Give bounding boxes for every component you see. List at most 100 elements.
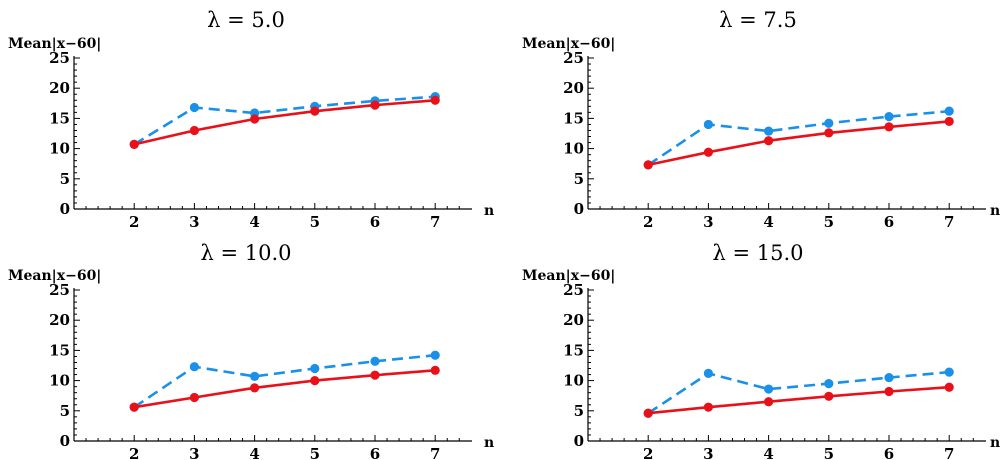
y-tick-label: 15: [563, 109, 584, 127]
data-point-dashed: [703, 119, 714, 130]
x-tick-label: 5: [824, 213, 834, 231]
data-point-solid: [884, 122, 894, 132]
chart-panel-1: λ = 5.0 Mean|x−60| n 0 5 10 15 20 25 2 3 4 5 6 7: [8, 8, 494, 231]
x-tick-label: 6: [884, 213, 894, 231]
chart-panel-4: λ = 15.0 Mean|x−60| n 0 5 10 15 20 25 2 3 4 5 6 7: [522, 241, 1000, 460]
data-point-solid: [884, 386, 894, 397]
data-point-dashed: [430, 350, 440, 360]
y-tick-label: 5: [60, 402, 70, 420]
y-tick-label: 0: [574, 432, 584, 450]
data-point-solid: [824, 128, 834, 138]
x-axis-label: n: [484, 435, 494, 451]
series-line-dashed: [647, 109, 950, 166]
data-point-dashed: [370, 356, 380, 366]
x-tick-label: 4: [763, 213, 773, 231]
data-point-solid: [189, 125, 199, 136]
series-line-dashed: [133, 95, 436, 146]
data-point-solid: [643, 160, 653, 170]
series-line-solid: [647, 120, 950, 167]
x-tick-label: 6: [370, 445, 380, 460]
y-tick-label: 20: [563, 79, 584, 97]
data-point-solid: [189, 392, 199, 403]
x-tick-label: 4: [249, 213, 259, 231]
data-point-dashed: [189, 362, 199, 372]
data-point-solid: [430, 365, 440, 375]
data-point-dashed: [944, 106, 954, 116]
data-point-solid: [129, 402, 139, 412]
y-axis-label: Mean|x−60|: [522, 36, 615, 52]
chart-panel-3: λ = 10.0 Mean|x−60| n 0 5 10 15 20 25 2 3 4 5 6 7: [8, 241, 494, 460]
y-tick-label: 0: [60, 432, 70, 450]
y-tick-label: 5: [60, 170, 70, 188]
x-tick-label: 4: [249, 445, 259, 460]
data-point-dashed: [944, 367, 954, 377]
y-tick-label: 10: [563, 140, 584, 158]
y-tick-label: 20: [49, 79, 70, 97]
y-tick-label: 25: [563, 281, 584, 299]
chart-panel-2: λ = 7.5 Mean|x−60| n 0 5 10 15 20 25 2 3 4 5 6 7: [522, 8, 1000, 231]
data-point-solid: [944, 116, 954, 127]
y-tick-label: 10: [563, 372, 584, 390]
x-tick-label: 3: [703, 445, 713, 460]
y-tick-label: 5: [574, 170, 584, 188]
x-tick-label: 7: [944, 213, 954, 231]
chart-title: λ = 15.0: [712, 241, 803, 265]
x-tick-label: 2: [643, 445, 653, 460]
data-point-solid: [430, 95, 440, 105]
y-tick-label: 0: [574, 200, 584, 218]
data-point-solid: [250, 383, 260, 393]
y-tick-label: 0: [60, 200, 70, 218]
data-point-dashed: [189, 102, 199, 113]
chart-title: λ = 7.5: [719, 8, 797, 32]
x-tick-label: 2: [129, 445, 139, 460]
y-axis-label: Mean|x−60|: [8, 268, 101, 284]
y-tick-label: 15: [49, 341, 70, 359]
x-tick-label: 2: [129, 213, 139, 231]
x-axis-label: n: [990, 203, 1000, 219]
data-point-dashed: [884, 111, 894, 122]
x-tick-label: 3: [189, 213, 199, 231]
data-point-dashed: [824, 379, 834, 389]
data-point-dashed: [764, 384, 774, 394]
series-line-dashed: [647, 370, 950, 415]
data-point-dashed: [310, 363, 320, 374]
y-tick-label: 20: [49, 311, 70, 329]
y-tick-label: 10: [49, 140, 70, 158]
data-point-solid: [129, 139, 139, 149]
y-tick-label: 15: [563, 341, 584, 359]
y-tick-label: 20: [563, 311, 584, 329]
data-point-solid: [370, 370, 380, 380]
y-axis-label: Mean|x−60|: [522, 268, 615, 284]
chart-title: λ = 5.0: [207, 8, 285, 32]
x-tick-label: 3: [189, 445, 199, 460]
data-point-solid: [703, 147, 714, 157]
x-tick-label: 7: [430, 213, 440, 231]
series-line-solid: [648, 385, 950, 415]
data-point-solid: [310, 106, 320, 116]
data-point-solid: [250, 114, 260, 124]
x-tick-label: 3: [703, 213, 713, 231]
x-tick-label: 5: [310, 213, 320, 231]
data-point-solid: [643, 408, 653, 418]
series-line-solid: [133, 369, 436, 409]
x-tick-label: 7: [944, 445, 954, 460]
data-point-dashed: [703, 368, 714, 378]
x-axis-label: n: [990, 435, 1000, 451]
x-tick-label: 5: [310, 445, 320, 460]
x-axis-label: n: [484, 203, 494, 219]
series-line-solid: [133, 99, 436, 146]
data-point-solid: [824, 391, 834, 401]
y-tick-label: 15: [49, 109, 70, 127]
data-point-solid: [764, 397, 774, 407]
x-tick-label: 5: [824, 445, 834, 460]
data-point-solid: [944, 382, 954, 392]
data-point-solid: [764, 136, 774, 146]
data-point-solid: [310, 376, 320, 386]
x-tick-label: 6: [370, 213, 380, 231]
x-tick-label: 7: [430, 445, 440, 460]
series-line-dashed: [133, 353, 436, 409]
x-tick-label: 2: [643, 213, 653, 231]
data-point-solid: [370, 100, 380, 110]
data-point-dashed: [884, 372, 894, 383]
